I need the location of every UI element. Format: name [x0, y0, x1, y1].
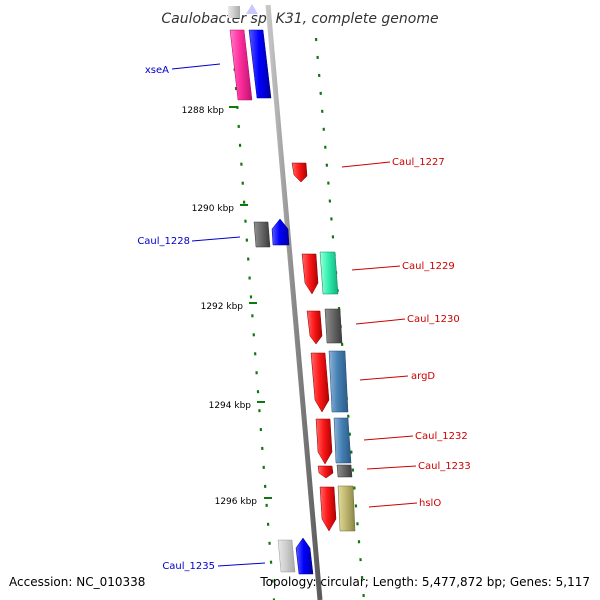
- gene-caul1230[interactable]: [306, 310, 323, 345]
- topology-text: Topology: circular; Length: 5,477,872 bp…: [259, 575, 590, 589]
- gene-arrow-steel[interactable]: [328, 350, 349, 413]
- gene-caul1228[interactable]: [271, 218, 290, 246]
- map-title: Caulobacter sp. K31, complete genome: [161, 11, 438, 27]
- gene-arrow-gray[interactable]: [324, 308, 343, 344]
- gene-arrow-gray[interactable]: [336, 464, 353, 478]
- gene-xseA-group[interactable]: [228, 4, 272, 101]
- gene-arrow-blue[interactable]: [248, 29, 272, 99]
- kbp-label: 1288 kbp: [182, 106, 225, 116]
- gene-caul1232[interactable]: [315, 418, 333, 465]
- gene-xseA[interactable]: [229, 29, 253, 101]
- gene-label-caul1229[interactable]: Caul_1229: [402, 261, 455, 272]
- gene-arrow-steel[interactable]: [333, 417, 352, 464]
- kbp-scale: 1288 kbp 1290 kbp 1292 kbp 1294 kbp 1296…: [182, 106, 272, 507]
- gene-caul1227[interactable]: [291, 162, 308, 183]
- gene-caul1235[interactable]: [295, 537, 314, 575]
- gene-argD[interactable]: [310, 352, 330, 413]
- kbp-label: 1290 kbp: [192, 204, 235, 214]
- gene-caul1233[interactable]: [317, 465, 334, 479]
- gene-caul1230-group[interactable]: [306, 308, 343, 345]
- gene-caul1229-group[interactable]: [301, 251, 339, 295]
- gene-arrowhead-partial[interactable]: [246, 4, 258, 14]
- gene-label-caul1227[interactable]: Caul_1227: [392, 157, 445, 168]
- kbp-label: 1294 kbp: [209, 401, 252, 411]
- gene-caul1235-group[interactable]: [277, 537, 314, 575]
- gene-label-caul1235[interactable]: Caul_1235: [162, 561, 215, 572]
- gene-caul1228-group[interactable]: [253, 218, 290, 248]
- gene-label-caul1233[interactable]: Caul_1233: [418, 461, 471, 472]
- gene-label-hslO[interactable]: hslO: [419, 498, 441, 509]
- gene-label-xseA[interactable]: xseA: [145, 65, 169, 76]
- gene-label-argD[interactable]: argD: [411, 371, 435, 382]
- gene-arrow-green[interactable]: [319, 251, 339, 295]
- gene-caul1232-group[interactable]: [315, 417, 352, 465]
- gene-label-caul1228[interactable]: Caul_1228: [137, 236, 190, 247]
- gene-label-caul1230[interactable]: Caul_1230: [407, 314, 460, 325]
- gene-caul1229[interactable]: [301, 253, 319, 295]
- gene-hslO[interactable]: [319, 486, 337, 532]
- inner-tick-ring: [230, 29, 276, 600]
- gene-caul1228-neighbor[interactable]: [253, 221, 271, 248]
- gene-argD-group[interactable]: [310, 350, 349, 413]
- gene-caul1233-group[interactable]: [317, 464, 353, 479]
- label-leaders: [171, 63, 418, 567]
- kbp-label: 1296 kbp: [215, 497, 258, 507]
- accession-text: Accession: NC_010338: [9, 575, 145, 589]
- genome-backbone: [265, 4, 323, 600]
- gene-arrow-gray-partial[interactable]: [228, 6, 240, 18]
- gene-arrow-khaki[interactable]: [337, 485, 356, 532]
- gene-label-caul1232[interactable]: Caul_1232: [415, 431, 468, 442]
- gene-caul1235-neighbor[interactable]: [277, 539, 296, 573]
- kbp-label: 1292 kbp: [201, 302, 244, 312]
- gene-hslO-group[interactable]: [319, 485, 356, 532]
